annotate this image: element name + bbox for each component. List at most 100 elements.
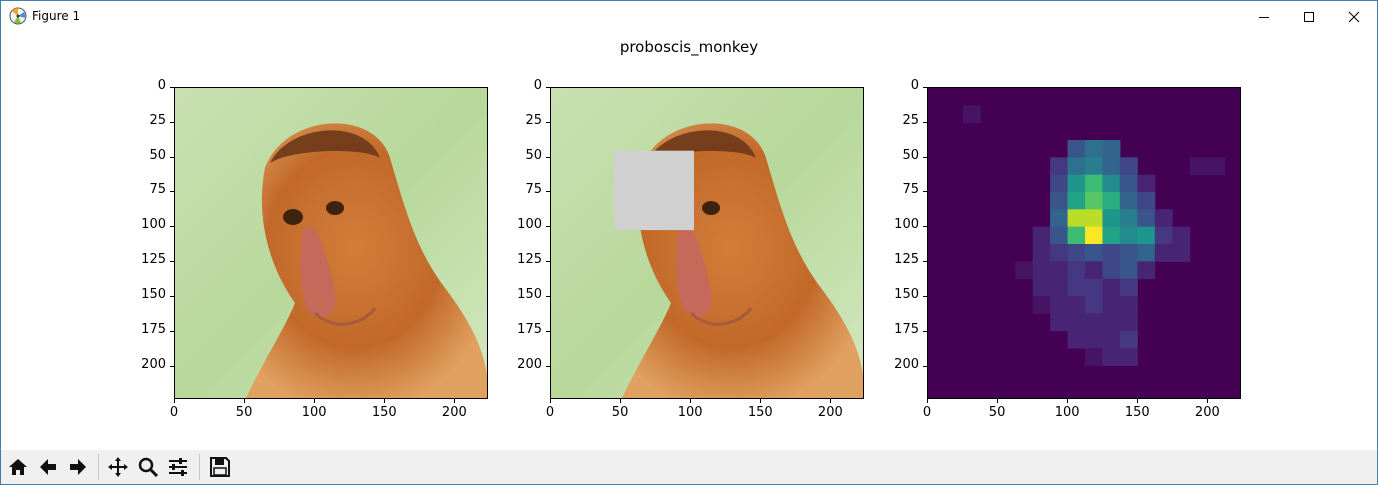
heatmap-cell (1032, 226, 1051, 245)
x-tick-mark (830, 399, 832, 403)
heatmap-cell (1207, 157, 1226, 176)
heatmap-cell (1050, 278, 1069, 297)
y-tick-label: 100 (894, 217, 919, 233)
occlusion-heatmap-axes (927, 87, 1241, 399)
forward-icon (70, 459, 86, 475)
heatmap-cell (1050, 226, 1069, 245)
heatmap-cell (1067, 226, 1086, 245)
heatmap-cell (1137, 209, 1156, 228)
y-tick-label: 125 (517, 252, 542, 268)
x-tick-label: 50 (235, 405, 253, 420)
y-tick-mark (170, 191, 174, 193)
y-tick-label: 25 (149, 112, 166, 128)
y-tick-mark (923, 191, 927, 193)
home-button[interactable] (5, 454, 31, 480)
toolbar-separator (199, 454, 200, 480)
heatmap-cell (1102, 140, 1121, 158)
heatmap-cell (1102, 226, 1121, 245)
heatmap-cell (1032, 244, 1051, 262)
x-tick-label: 200 (441, 405, 467, 420)
x-tick-mark (1067, 399, 1069, 403)
minimize-icon (1259, 16, 1269, 18)
y-tick-mark (923, 365, 927, 367)
heatmap-cell (1119, 330, 1138, 349)
x-tick-label: 0 (545, 405, 555, 420)
back-button[interactable] (35, 454, 61, 480)
maximize-icon (1304, 11, 1314, 22)
heatmap-cell (1085, 313, 1103, 332)
y-tick-mark (546, 261, 550, 263)
y-tick-mark (923, 261, 927, 263)
x-tick-mark (454, 399, 456, 403)
x-tick-label: 150 (747, 405, 773, 420)
y-tick-mark (170, 295, 174, 297)
y-tick-label: 150 (894, 286, 919, 302)
save-button[interactable] (207, 454, 233, 480)
y-tick-label: 25 (902, 112, 919, 128)
x-tick-label: 200 (817, 405, 843, 420)
heatmap-cell (1154, 226, 1173, 245)
heatmap-cell (1119, 313, 1138, 332)
monkey-photo-occluded (551, 88, 863, 398)
occluded-image-axes (550, 87, 864, 399)
close-button[interactable] (1331, 1, 1377, 32)
y-tick-mark (923, 295, 927, 297)
y-tick-label: 0 (910, 78, 919, 93)
x-tick-mark (174, 399, 175, 403)
heatmap-cell (1102, 174, 1121, 193)
y-tick-label: 200 (141, 356, 166, 372)
maximize-button[interactable] (1286, 1, 1332, 32)
pan-button[interactable] (105, 454, 131, 480)
figure-suptitle: proboscis_monkey (619, 38, 759, 56)
y-tick-label: 75 (902, 182, 919, 198)
heatmap-cell (1172, 244, 1191, 262)
heatmap-cell (1102, 313, 1121, 332)
heatmap-cell (1050, 244, 1069, 262)
heatmap-cell (1085, 174, 1103, 193)
figure-canvas[interactable]: proboscis_monkey (1, 32, 1377, 450)
y-tick-mark (546, 156, 550, 158)
zoom-button[interactable] (135, 454, 161, 480)
y-tick-label: 25 (525, 112, 542, 128)
y-tick-label: 50 (525, 147, 542, 163)
heatmap-cell (1189, 157, 1208, 176)
y-tick-label: 175 (517, 321, 542, 337)
heatmap-cell (1067, 330, 1086, 349)
title-bar[interactable]: Figure 1 (1, 1, 1377, 32)
minimize-button[interactable] (1241, 1, 1287, 32)
heatmap-cell (1032, 261, 1051, 280)
heatmap-cell (1119, 278, 1138, 297)
heatmap-cell (1067, 157, 1086, 176)
occlusion-patch (614, 150, 694, 231)
heatmap-cell (1119, 192, 1138, 210)
y-tick-mark (170, 156, 174, 158)
y-tick-label: 75 (525, 182, 542, 198)
heatmap-cell (1172, 226, 1191, 245)
forward-button[interactable] (65, 454, 91, 480)
y-tick-mark (923, 226, 927, 228)
y-tick-label: 175 (894, 321, 919, 337)
heatmap-cell (1137, 192, 1156, 210)
x-tick-mark (1137, 399, 1139, 403)
heatmap-cell (1102, 192, 1121, 210)
y-tick-mark (923, 330, 927, 332)
y-tick-label: 150 (517, 286, 542, 302)
heatmap-cell (1085, 140, 1103, 158)
configure-subplots-button[interactable] (165, 454, 191, 480)
y-tick-label: 150 (141, 286, 166, 302)
heatmap-cell (1102, 330, 1121, 349)
heatmap-cell (1050, 174, 1069, 193)
heatmap-cell (1067, 192, 1086, 210)
heatmap-cell (1032, 296, 1051, 314)
heatmap-cell (962, 105, 981, 124)
heatmap-cell (1085, 348, 1103, 366)
x-tick-label: 0 (169, 405, 179, 420)
x-tick-label: 200 (1194, 405, 1220, 420)
y-tick-mark (546, 330, 550, 332)
window-title: Figure 1 (32, 9, 81, 23)
heatmap-cell (1015, 261, 1034, 280)
x-tick-mark (760, 399, 762, 403)
y-tick-label: 100 (141, 217, 166, 233)
x-tick-mark (690, 399, 692, 403)
y-tick-label: 200 (894, 356, 919, 372)
